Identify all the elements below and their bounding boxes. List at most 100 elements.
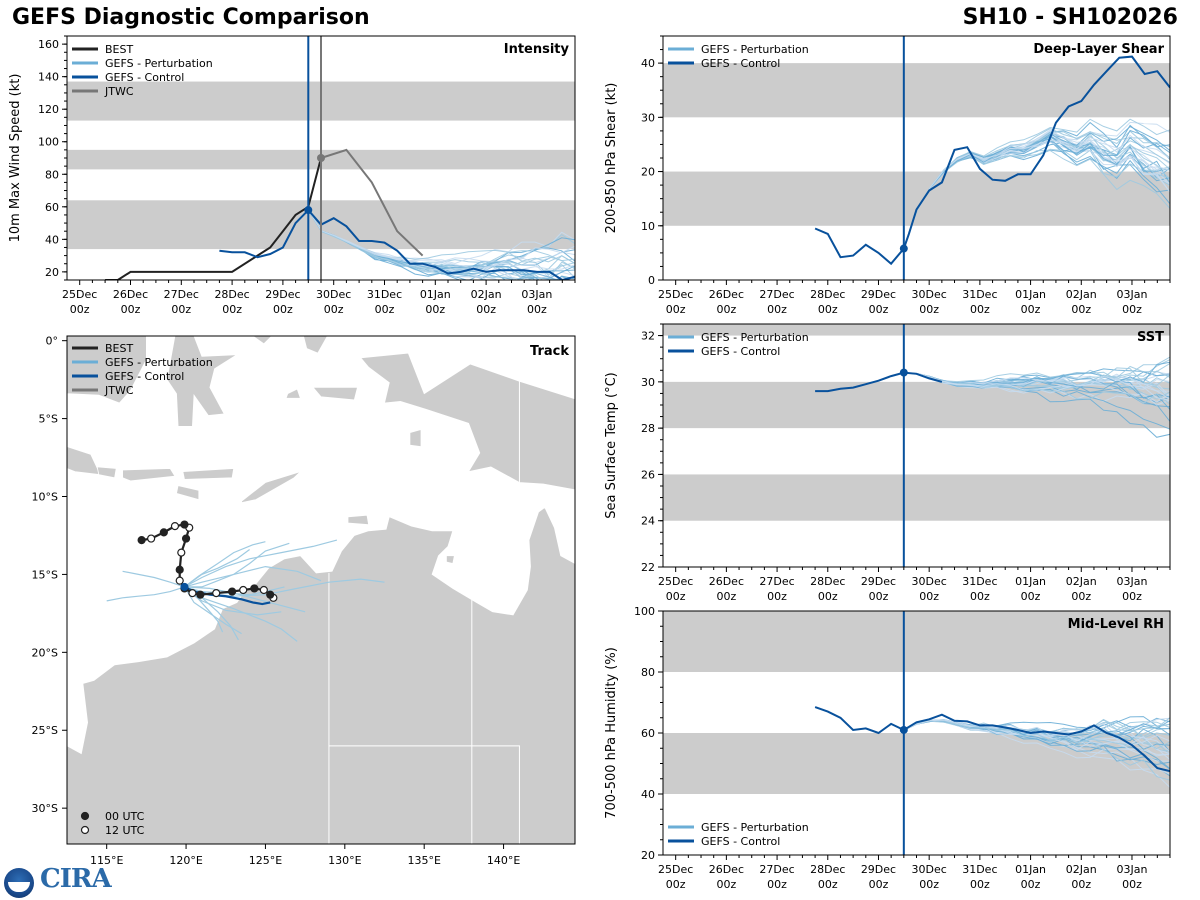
track-chart-group: 115°E 120°E 125°E 130°E 135°E 140°E 0° 5°S 10°S 1… [32,335,576,867]
rh-ylabel: 700-500 hPa Humidity (%) [604,647,619,819]
rh-legend-label: GEFS - Control [701,835,780,848]
shear-xtick-label-hour: 00z [869,303,889,316]
rh-xtick-label-date: 25Dec [658,863,693,876]
sst-legend-label: GEFS - Perturbation [701,331,809,344]
perturbation-track-line [184,565,322,588]
sulawesi-north-landmass [252,336,273,345]
shear-xtick-label-date: 03Jan [1116,288,1147,301]
sst-ytick-label: 26 [641,468,655,481]
sst-xtick-label-hour: 00z [818,590,838,603]
shear-xtick-label-date: 29Dec [861,288,896,301]
shear-ytick-label: 0 [648,274,655,287]
track-xtick-label: 135°E [407,854,440,867]
best-track-12utc-point [147,534,156,543]
sst-plot-area [663,324,1170,521]
intensity-xtick-label-hour: 00z [171,303,191,316]
aru-landmass [409,428,422,448]
best-track-00utc-point [250,584,259,593]
sst-ytick-label: 30 [641,376,655,389]
best-track-00utc-point [180,520,189,529]
sst-xtick-label-date: 31Dec [962,575,997,588]
sumba-landmass [176,485,200,501]
track-xtick-label: 140°E [487,854,520,867]
sst-ytick-label: 24 [641,515,655,528]
shear-title: Deep-Layer Shear [1033,42,1164,57]
java-landmass [67,446,101,476]
perturbation-track-line [184,541,266,588]
rh-xtick-label-hour: 00z [666,878,686,891]
shear-xtick-label-date: 25Dec [658,288,693,301]
rh-xtick-label-hour: 00z [1122,878,1142,891]
sst-xtick-label-hour: 00z [919,590,939,603]
intensity-xtick-label-hour: 00z [70,303,90,316]
sst-xtick-label-hour: 00z [869,590,889,603]
intensity-legend-label: JTWC [104,85,134,98]
intensity-legend-label: GEFS - Control [105,71,184,84]
intensity-xtick-label-hour: 00z [324,303,344,316]
track-xtick-label: 130°E [328,854,361,867]
best-track-12utc-point [170,522,180,531]
sst-xtick-label-hour: 00z [1122,590,1142,603]
sst-band [663,324,1170,336]
intensity-xtick-label-hour: 00z [273,303,293,316]
rh-ytick-label: 40 [641,788,655,801]
intensity-ytick-label: 120 [38,103,59,116]
shear-xtick-label-hour: 00z [970,303,990,316]
track-marker-legend-swatch [80,811,90,821]
intensity-ytick-label: 100 [38,136,59,149]
intensity-xtick-label-date: 27Dec [164,288,199,301]
sst-ytick-label: 32 [641,330,655,343]
shear-chart-group: 0 10 20 30 40 25Dec 00z 26Dec 00z 27Dec 00z 28Dec 00… [604,35,1171,316]
track-marker-legend-swatch [80,825,90,835]
shear-xtick-label-date: 28Dec [810,288,845,301]
track-ytick-label: 25°S [32,724,58,737]
shear-xtick-label-date: 31Dec [962,288,997,301]
sst-axes-frame [662,323,1171,568]
rh-legend-label: GEFS - Perturbation [701,821,809,834]
perturbation-track-line [122,570,185,588]
sst-ytick-label: 28 [641,422,655,435]
intensity-jtwc-init-marker [317,154,325,162]
sst-band [663,381,1170,429]
best-track-00utc-point [137,536,146,545]
noaa-logo-icon [4,868,34,898]
track-legend-label: GEFS - Perturbation [105,356,213,369]
shear-ytick-label: 30 [641,111,655,124]
shear-xtick-label-hour: 00z [919,303,939,316]
shear-legend-label: GEFS - Control [701,57,780,70]
shear-xtick-label-hour: 00z [818,303,838,316]
rh-xtick-label-date: 01Jan [1015,863,1046,876]
rh-band [663,611,1170,672]
rh-xtick-label-date: 03Jan [1116,863,1147,876]
shear-ylabel: 200-850 hPa Shear (kt) [604,83,619,234]
melville-landmass [347,514,370,526]
intensity-legend-label: BEST [105,43,133,56]
sst-xtick-label-date: 01Jan [1015,575,1046,588]
intensity-title: Intensity [504,42,570,57]
rh-xtick-label-hour: 00z [919,878,939,891]
australia-landmass [67,506,575,844]
track-ytick-label: 20°S [32,646,58,659]
rh-xtick-label-hour: 00z [1021,878,1041,891]
sst-xtick-label-hour: 00z [666,590,686,603]
shear-xtick-label-hour: 00z [1071,303,1091,316]
best-track-00utc-point [175,565,184,574]
intensity-ytick-label: 80 [45,168,59,181]
rh-ytick-label: 60 [641,727,655,740]
rh-xtick-label-date: 29Dec [861,863,896,876]
track-ytick-label: 30°S [32,802,58,815]
seram-landmass [312,386,359,401]
new-guinea-landmass [359,352,575,491]
sst-xtick-label-date: 29Dec [861,575,896,588]
intensity-chart-group: 20 40 60 80 100 120 140 160 25Dec 00z 26Dec 00z 27De… [8,35,576,316]
track-marker-legend-label: 12 UTC [105,824,145,837]
sst-xtick-label-date: 30Dec [912,575,947,588]
best-track-00utc-point [196,590,205,599]
sulawesi-landmass [166,336,239,427]
track-legend-label: GEFS - Control [105,370,184,383]
sst-title: SST [1137,330,1164,345]
rh-ytick-label: 80 [641,666,655,679]
track-ytick-label: 5°S [39,413,58,426]
shear-band [663,63,1170,118]
